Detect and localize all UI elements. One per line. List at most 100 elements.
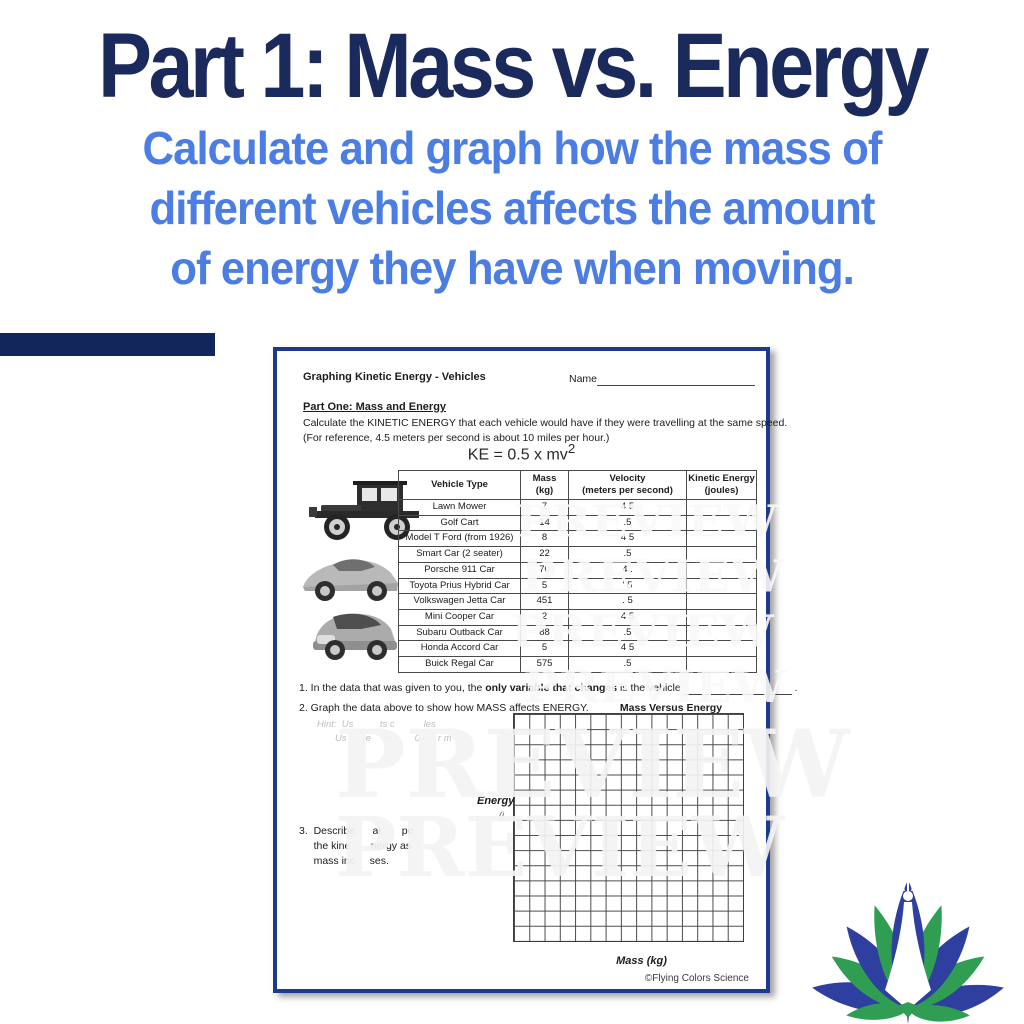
kinetic-energy-table: Vehicle Type Mass (kg) Velocity (meters pe…: [398, 470, 757, 673]
cell-mass: 22: [520, 546, 569, 563]
section-heading: Part One: Mass and Energy: [303, 401, 447, 413]
table-row: Porsche 911 Car 70 4 .: [398, 561, 757, 579]
page-subtitle: Calculate and graph how the mass of diff…: [26, 118, 999, 298]
y-axis-label: Energy: [477, 795, 515, 807]
name-label: Name: [569, 373, 598, 385]
cell-vehicle: Subaru Outback Car: [398, 624, 521, 642]
cell-ke: [686, 640, 757, 658]
cell-velocity: .5: [568, 656, 687, 673]
model-t-car-image: [309, 481, 419, 540]
cell-vehicle: Honda Accord Car: [398, 640, 521, 658]
question-3-line-2: the kine nergy as: [299, 840, 412, 852]
cell-velocity: 4 .: [568, 561, 687, 579]
formula-text: KE = 0.5 x mv: [467, 446, 568, 464]
instruction-line-1: Calculate the KINETIC ENERGY that each v…: [303, 417, 788, 429]
table-header-row: Vehicle Type Mass (kg) Velocity (meters pe…: [398, 470, 757, 500]
question-2: 2. Graph the data above to show how MASS…: [299, 702, 589, 714]
cell-ke: [686, 608, 757, 626]
cell-vehicle: Golf Cart: [398, 514, 521, 532]
cell-mass: 8: [520, 530, 569, 548]
table-row: Golf Cart 14.5: [398, 514, 757, 532]
cell-mass: 5: [520, 577, 569, 595]
table-row: Toyota Prius Hybrid Car 5 ' 5: [398, 577, 757, 595]
cell-mass: 7: [520, 499, 569, 516]
cell-velocity: .5: [568, 514, 687, 532]
table-row: Volkswagen Jetta Car 451. 5: [398, 593, 757, 610]
x-axis-label: Mass (kg): [616, 955, 667, 967]
cell-ke: [686, 499, 757, 516]
cell-ke: [686, 624, 757, 642]
graph-grid: [513, 713, 744, 942]
header-velocity-line2: (meters per second): [582, 485, 673, 496]
y-axis-units: (j: [499, 810, 504, 820]
cell-vehicle: Model T Ford (from 1926): [398, 530, 521, 548]
q1-period: .: [791, 682, 798, 694]
cell-velocity: 4 5: [568, 530, 687, 548]
cell-mass: 2: [520, 608, 569, 626]
table-row: Lawn Mower 7 4 5: [398, 499, 757, 516]
q1-bold-text: only variable that changes: [485, 682, 618, 694]
cell-velocity: .5: [568, 546, 687, 563]
cell-mass: 70: [520, 561, 569, 579]
cell-vehicle: Toyota Prius Hybrid Car: [398, 577, 521, 595]
table-row: Smart Car (2 seater) 22.5: [398, 546, 757, 563]
page-title: Part 1: Mass vs. Energy: [97, 15, 930, 117]
subtitle-line-3: of energy they have when moving.: [170, 242, 854, 294]
copyright-credit: ©Flying Colors Science: [644, 973, 749, 984]
hint-line-1: Hint: Us ts c les: [317, 719, 436, 730]
cell-velocity: 4 5: [568, 499, 687, 516]
cell-velocity: ' 5: [568, 577, 687, 595]
cell-velocity: 4 5: [568, 640, 687, 658]
worksheet-page: Graphing Kinetic Energy - Vehicles Name …: [273, 347, 850, 993]
header-mass: Mass (kg): [520, 470, 569, 500]
accent-bar: [0, 333, 215, 356]
cell-ke: [686, 546, 757, 563]
kinetic-energy-formula: KE = 0.5 x mv2: [277, 441, 766, 465]
header-mass-line2: (kg): [535, 485, 554, 496]
cell-mass: 14: [520, 514, 569, 532]
table-row: Mini Cooper Car 2 4 5: [398, 608, 757, 626]
cell-mass: 88: [520, 624, 569, 642]
hint-line-2: Us re ts c 0 i r m: [335, 733, 452, 744]
q1-prefix: 1. In the data that was given to you, th…: [299, 682, 486, 694]
mini-cooper-car-image: [313, 613, 397, 660]
cell-vehicle: Volkswagen Jetta Car: [398, 593, 521, 610]
cell-velocity: .5: [568, 624, 687, 642]
table-row: Honda Accord Car 5 4 5: [398, 640, 757, 658]
subtitle-line-1: Calculate and graph how the mass of: [142, 122, 883, 174]
header-velocity-line1: Velocity: [609, 473, 646, 485]
cell-mass: 451: [520, 593, 569, 610]
cell-mass: 575: [520, 656, 569, 673]
worksheet-title: Graphing Kinetic Energy - Vehicles: [303, 371, 486, 383]
table-row: Model T Ford (from 1926) 8 4 5: [398, 530, 757, 548]
flying-colors-science-logo: [812, 876, 1004, 1024]
q1-suffix: is the vehicle: [617, 682, 684, 694]
cell-vehicle: Porsche 911 Car: [398, 561, 521, 579]
cell-vehicle: Mini Cooper Car: [398, 608, 521, 626]
question-3-line-3: mass inc ses.: [299, 855, 389, 867]
cell-ke: [686, 656, 757, 673]
cell-vehicle: Smart Car (2 seater): [398, 546, 521, 563]
subtitle-line-2: different vehicles affects the amount: [149, 182, 876, 234]
chart-title: Mass Versus Energy: [619, 702, 723, 714]
header-ke-line1: Kinetic Energy: [688, 473, 755, 485]
header-kinetic-energy: Kinetic Energy (joules): [686, 470, 757, 500]
q1-blank-line: [683, 684, 792, 696]
cell-ke: [686, 577, 757, 595]
peacock-icon: [885, 876, 931, 1024]
question-3-line-1: 3. Describe at pe: [299, 825, 414, 837]
cell-ke: [686, 514, 757, 532]
instruction-line-2: (For reference, 4.5 meters per second is…: [303, 432, 610, 444]
cell-ke: [686, 530, 757, 548]
cell-velocity: 4 5: [568, 608, 687, 626]
name-blank-line: [597, 375, 756, 387]
table-row: Subaru Outback Car 88.5: [398, 624, 757, 642]
name-field: Name: [569, 373, 756, 387]
table-row: Buick Regal Car 575.5: [398, 656, 757, 673]
cell-ke: [686, 561, 757, 579]
cell-vehicle: Buick Regal Car: [398, 656, 521, 673]
header-mass-line1: Mass: [532, 473, 557, 485]
header-vehicle-type: Vehicle Type: [398, 470, 521, 500]
question-1: 1. In the data that was given to you, th…: [299, 682, 798, 696]
porsche-car-image: [303, 559, 398, 601]
